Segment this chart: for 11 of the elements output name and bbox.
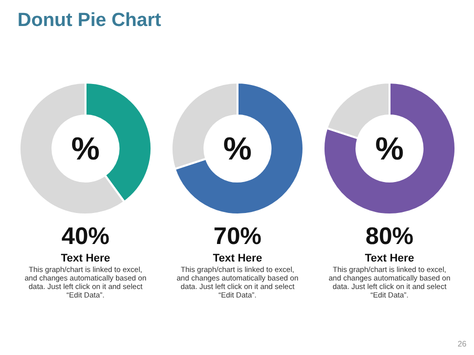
text: Text Here [212,252,262,264]
text: Text Here [364,252,414,264]
text: % [375,130,404,166]
text: 26 [458,340,468,348]
chart-title: Donut Pie Chart [18,10,162,31]
text: 70% [213,223,262,250]
text: 80% [365,223,414,250]
text: Text Here [60,252,110,264]
text: % [223,130,252,166]
text: % [71,130,100,166]
text: 40% [61,223,110,250]
